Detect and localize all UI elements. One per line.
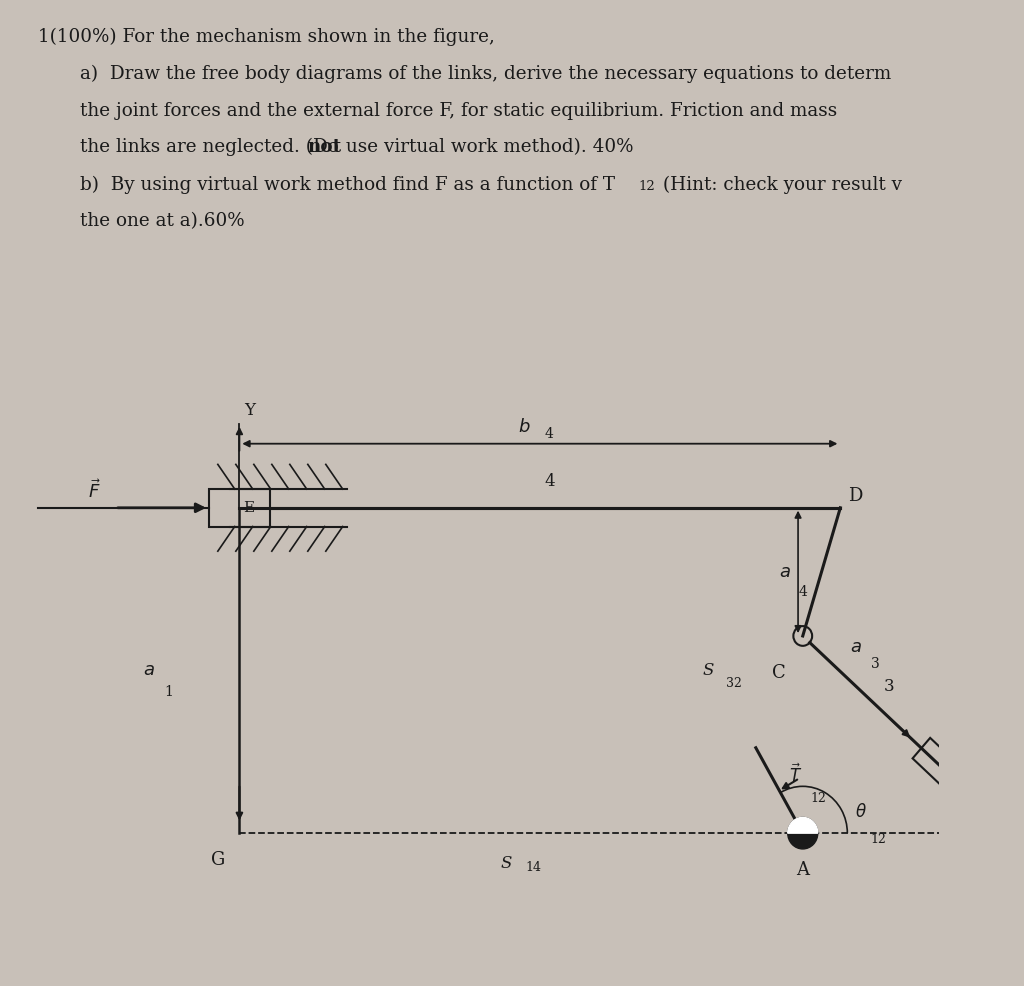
Text: use virtual work method). 40%: use virtual work method). 40% xyxy=(340,138,634,156)
Polygon shape xyxy=(787,817,818,833)
Circle shape xyxy=(787,817,818,849)
Text: a)  Draw the free body diagrams of the links, derive the necessary equations to : a) Draw the free body diagrams of the li… xyxy=(80,65,891,84)
Text: b)  By using virtual work method find F as a function of T: b) By using virtual work method find F a… xyxy=(80,176,614,194)
Text: 4: 4 xyxy=(544,473,555,490)
Text: D: D xyxy=(848,487,862,505)
Text: G: G xyxy=(211,851,225,869)
Text: 32: 32 xyxy=(726,677,741,690)
Text: 14: 14 xyxy=(525,861,542,874)
Text: (Hint: check your result v: (Hint: check your result v xyxy=(657,176,902,194)
Text: $\vec{T}$: $\vec{T}$ xyxy=(788,763,802,786)
Text: E: E xyxy=(243,501,254,515)
Text: C: C xyxy=(772,664,786,681)
Text: the joint forces and the external force F, for static equilibrium. Friction and : the joint forces and the external force … xyxy=(80,102,837,119)
Text: 12: 12 xyxy=(810,793,826,806)
Bar xyxy=(209,489,270,527)
Text: 12: 12 xyxy=(638,180,655,193)
Text: S: S xyxy=(501,855,512,872)
Text: $a$: $a$ xyxy=(778,563,791,581)
Text: A: A xyxy=(797,861,809,879)
Text: $b$: $b$ xyxy=(518,418,530,436)
Text: $a$: $a$ xyxy=(850,638,862,657)
Text: 1(100%) For the mechanism shown in the figure,: 1(100%) For the mechanism shown in the f… xyxy=(38,28,495,46)
Text: not: not xyxy=(307,138,341,156)
Text: 3: 3 xyxy=(884,678,894,695)
Text: $\vec{F}$: $\vec{F}$ xyxy=(88,479,101,502)
Text: 4: 4 xyxy=(799,585,808,599)
Text: $\theta$: $\theta$ xyxy=(855,804,867,821)
Text: 12: 12 xyxy=(870,833,886,846)
Text: 4: 4 xyxy=(545,427,553,441)
Text: the one at a).60%: the one at a).60% xyxy=(80,212,245,230)
Text: $a$: $a$ xyxy=(143,662,155,679)
Text: S: S xyxy=(702,662,714,679)
Text: 1: 1 xyxy=(164,685,173,699)
Text: the links are neglected. (Do: the links are neglected. (Do xyxy=(80,138,344,157)
Text: Y: Y xyxy=(244,402,255,419)
Text: 3: 3 xyxy=(870,658,880,671)
